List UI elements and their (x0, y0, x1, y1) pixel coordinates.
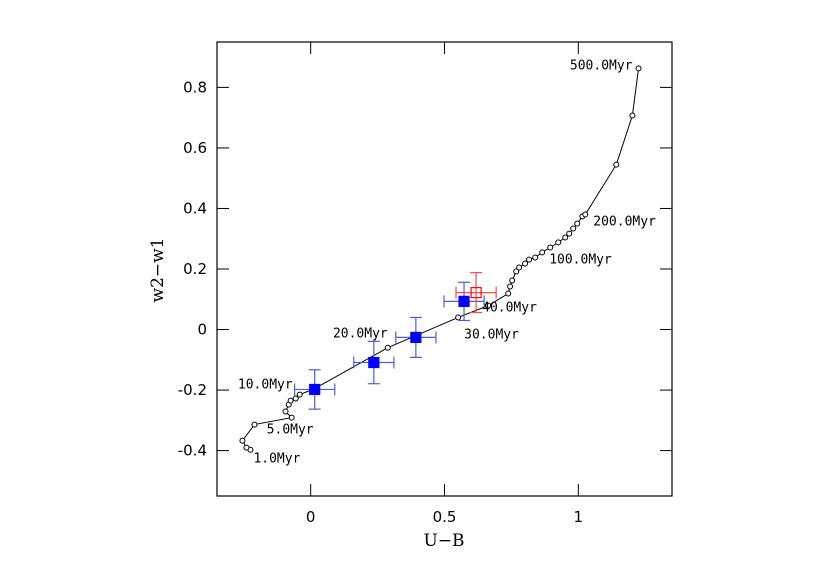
age-label: 1.0Myr (253, 452, 300, 467)
track-point (582, 211, 589, 218)
track-point (509, 277, 516, 284)
track-point (513, 268, 520, 275)
track-point (526, 256, 533, 263)
y-tick-label: 0.8 (183, 78, 207, 96)
track-point (555, 239, 562, 246)
y-tick-label: 0 (197, 321, 207, 339)
age-label: 20.0Myr (333, 327, 388, 342)
track-point (296, 391, 303, 398)
x-tick-label: 0 (306, 508, 316, 526)
age-label: 200.0Myr (593, 215, 656, 230)
age-label: 30.0Myr (464, 327, 519, 342)
track-point (562, 234, 569, 241)
track-point (251, 421, 258, 428)
track-point (574, 220, 581, 227)
track-point (239, 437, 246, 444)
track-point (505, 290, 512, 297)
track-point (287, 397, 294, 404)
track-point (547, 244, 554, 251)
track-point (629, 112, 636, 119)
track-point (635, 65, 642, 72)
y-tick-label: 0.6 (183, 139, 207, 157)
y-tick-label: 0.4 (183, 199, 207, 217)
track-point (282, 408, 289, 415)
x-tick-label: 0.5 (433, 508, 457, 526)
data-point (410, 331, 422, 344)
track-point (485, 302, 492, 309)
track-point (570, 225, 577, 232)
track-point (455, 314, 462, 321)
track-point (522, 260, 529, 267)
age-label: 100.0Myr (549, 252, 612, 267)
age-label: 40.0Myr (482, 301, 537, 316)
track-point (613, 161, 620, 168)
track-point (384, 344, 391, 351)
data-point (309, 383, 321, 396)
age-label: 10.0Myr (238, 378, 293, 393)
data-point (458, 295, 470, 307)
track-point (566, 230, 573, 237)
y-tick-label: -0.2 (178, 381, 207, 399)
age-label: 500.0Myr (570, 58, 633, 73)
track-point (507, 283, 514, 290)
data-point (470, 287, 482, 299)
track-point (243, 444, 250, 451)
track-point (288, 414, 295, 421)
track-point (516, 264, 523, 271)
y-axis-label: w2−w1 (148, 238, 168, 303)
track-point (292, 395, 299, 402)
data-point (368, 356, 380, 369)
y-tick-label: -0.4 (178, 442, 207, 460)
track-point (539, 249, 546, 256)
x-axis-label: U−B (423, 531, 464, 551)
age-label: 5.0Myr (267, 423, 314, 438)
track-line (241, 68, 640, 451)
y-tick-label: 0.2 (183, 260, 207, 278)
track-point (532, 254, 539, 261)
x-tick-label: 1 (574, 508, 584, 526)
